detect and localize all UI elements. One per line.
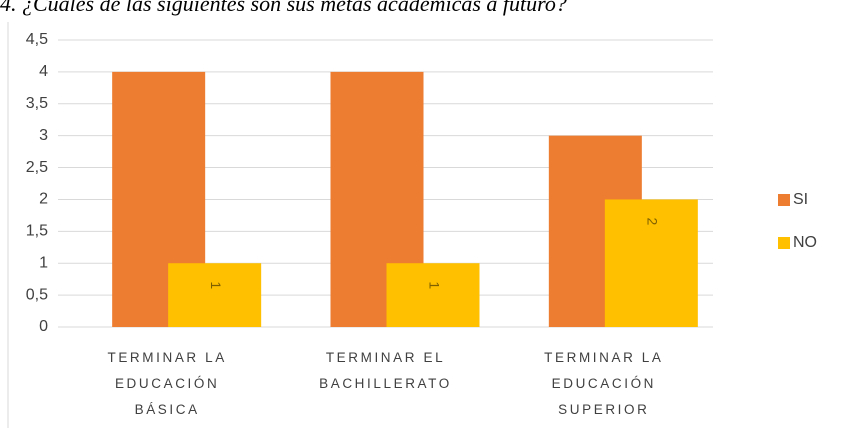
legend-label: SI — [793, 191, 808, 208]
data-label: 1 — [208, 281, 224, 289]
legend-swatch — [778, 237, 790, 249]
y-tick-label: 2 — [39, 191, 48, 208]
y-tick-label: 3,5 — [26, 95, 48, 112]
y-tick-label: 3 — [39, 127, 48, 144]
bar — [168, 263, 262, 327]
y-tick-label: 4,5 — [26, 31, 48, 48]
legend-swatch — [778, 194, 790, 206]
bar — [604, 199, 698, 327]
x-tick-label: TERMINAR EL BACHILLERATO — [319, 350, 452, 391]
y-tick-label: 4 — [39, 63, 48, 80]
chart-title: 4. ¿Cuáles de las siguientes son sus met… — [0, 0, 567, 16]
data-label: 1 — [426, 281, 442, 289]
y-tick-label: 0 — [39, 318, 48, 335]
bar — [386, 263, 480, 327]
x-tick-label: TERMINAR LA EDUCACIÓN SUPERIOR — [544, 350, 664, 417]
y-tick-label: 1 — [39, 254, 48, 271]
data-label: 2 — [645, 218, 661, 226]
y-tick-label: 0,5 — [26, 286, 48, 303]
x-tick-label: TERMINAR LA EDUCACIÓN BÁSICA — [107, 350, 227, 417]
y-tick-label: 2,5 — [26, 159, 48, 176]
legend-label: NO — [793, 234, 817, 251]
y-tick-label: 1,5 — [26, 223, 48, 240]
